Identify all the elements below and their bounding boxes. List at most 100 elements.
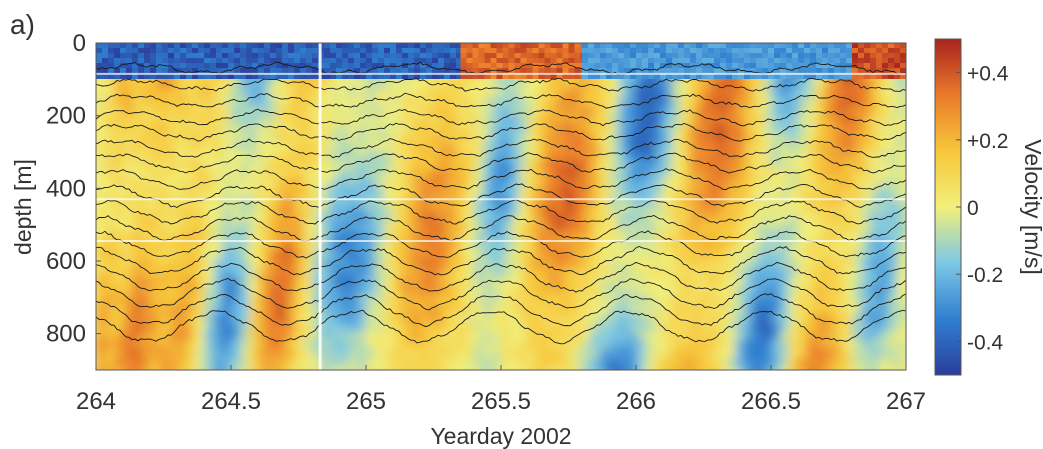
field-cell <box>618 79 628 89</box>
field-cell <box>600 286 610 296</box>
surface-cell <box>732 53 739 59</box>
field-cell <box>339 151 349 161</box>
field-cell <box>699 358 709 368</box>
surface-cell <box>678 63 685 69</box>
field-cell <box>843 79 853 89</box>
field-cell <box>366 187 376 197</box>
field-cell <box>141 124 151 134</box>
field-cell <box>330 250 340 260</box>
surface-cell <box>252 73 259 79</box>
field-cell <box>420 358 430 368</box>
field-cell <box>609 232 619 242</box>
field-cell <box>231 169 241 179</box>
surface-cell <box>870 58 877 64</box>
field-cell <box>573 259 583 269</box>
field-cell <box>456 259 466 269</box>
surface-cell <box>900 63 906 69</box>
field-cell <box>222 196 232 206</box>
field-cell <box>159 124 169 134</box>
field-cell <box>177 124 187 134</box>
surface-cell <box>336 43 343 49</box>
field-cell <box>690 232 700 242</box>
field-cell <box>861 313 871 323</box>
surface-cell <box>138 63 145 69</box>
surface-cell <box>828 53 835 59</box>
field-cell <box>888 277 898 287</box>
field-cell <box>537 268 547 278</box>
field-cell <box>897 88 906 98</box>
field-cell <box>528 223 538 233</box>
field-cell <box>330 259 340 269</box>
surface-cell <box>294 53 301 59</box>
field-cell <box>168 259 178 269</box>
surface-cell <box>288 68 295 74</box>
field-cell <box>222 178 232 188</box>
field-cell <box>402 277 412 287</box>
surface-cell <box>684 58 691 64</box>
surface-cell <box>660 58 667 64</box>
surface-cell <box>574 68 582 74</box>
field-cell <box>843 277 853 287</box>
surface-cell <box>408 53 415 59</box>
field-cell <box>375 304 385 314</box>
surface-cell <box>612 48 619 54</box>
field-cell <box>780 304 790 314</box>
field-cell <box>483 151 493 161</box>
surface-cell <box>550 43 558 49</box>
field-cell <box>267 241 277 251</box>
field-cell <box>213 214 223 224</box>
field-cell <box>654 205 664 215</box>
surface-cell <box>588 43 595 49</box>
surface-cell <box>258 53 265 59</box>
field-cell <box>393 286 403 296</box>
field-cell <box>105 124 115 134</box>
field-cell <box>591 178 601 188</box>
field-cell <box>384 106 394 116</box>
field-cell <box>852 142 862 152</box>
field-cell <box>708 349 718 359</box>
field-cell <box>276 295 286 305</box>
field-cell <box>537 79 547 89</box>
field-cell <box>114 277 124 287</box>
field-cell <box>465 214 475 224</box>
field-cell <box>555 223 565 233</box>
surface-cell <box>402 63 409 69</box>
field-cell <box>636 358 646 368</box>
field-cell <box>375 295 385 305</box>
field-cell <box>366 205 376 215</box>
field-cell <box>879 241 889 251</box>
field-cell <box>807 187 817 197</box>
surface-cell <box>270 43 277 49</box>
field-cell <box>96 241 106 251</box>
surface-cell <box>138 68 145 74</box>
field-cell <box>888 142 898 152</box>
field-cell <box>357 97 367 107</box>
surface-cell <box>366 73 373 79</box>
surface-cell <box>526 63 534 69</box>
field-cell <box>537 115 547 125</box>
field-cell <box>690 295 700 305</box>
field-cell <box>447 286 457 296</box>
surface-cell <box>150 58 157 64</box>
field-cell <box>834 286 844 296</box>
field-cell <box>771 124 781 134</box>
field-cell <box>699 223 709 233</box>
surface-cell <box>882 58 889 64</box>
field-cell <box>555 313 565 323</box>
field-cell <box>348 340 358 350</box>
field-cell <box>285 250 295 260</box>
field-cell <box>501 358 511 368</box>
field-cell <box>753 358 763 368</box>
field-cell <box>654 232 664 242</box>
surface-cell <box>354 48 361 54</box>
surface-cell <box>132 48 139 54</box>
surface-cell <box>690 48 697 54</box>
field-cell <box>672 178 682 188</box>
field-cell <box>312 160 322 170</box>
field-cell <box>897 187 906 197</box>
field-cell <box>132 151 142 161</box>
field-cell <box>150 178 160 188</box>
field-cell <box>474 304 484 314</box>
field-cell <box>402 187 412 197</box>
surface-cell <box>612 68 619 74</box>
